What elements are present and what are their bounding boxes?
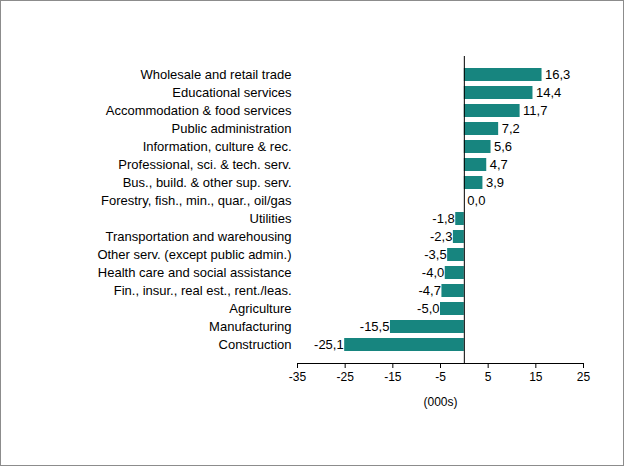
- svg-text:Fin., insur., real est., rent.: Fin., insur., real est., rent./leas.: [114, 283, 292, 298]
- svg-text:0,0: 0,0: [467, 193, 485, 208]
- svg-text:Forestry, fish., min., quar.,: Forestry, fish., min., quar., oil/gas: [101, 193, 292, 208]
- svg-text:15: 15: [529, 370, 543, 384]
- svg-text:14,4: 14,4: [536, 85, 561, 100]
- svg-text:11,7: 11,7: [523, 103, 547, 118]
- svg-text:16,3: 16,3: [545, 67, 570, 82]
- svg-text:-3,5: -3,5: [424, 247, 446, 262]
- svg-text:5,6: 5,6: [494, 139, 512, 154]
- svg-text:Other serv. (except public adm: Other serv. (except public admin.): [97, 247, 291, 262]
- svg-text:25: 25: [577, 370, 591, 384]
- svg-text:Health care and social assista: Health care and social assistance: [98, 265, 292, 280]
- svg-text:-35: -35: [289, 370, 307, 384]
- svg-text:Transportation and warehousing: Transportation and warehousing: [106, 229, 292, 244]
- svg-text:Construction: Construction: [219, 337, 292, 352]
- svg-text:-4,7: -4,7: [419, 283, 441, 298]
- svg-text:(000s): (000s): [423, 395, 457, 409]
- svg-text:-1,8: -1,8: [432, 211, 454, 226]
- svg-text:Wholesale and retail trade: Wholesale and retail trade: [140, 67, 291, 82]
- svg-text:-25: -25: [336, 370, 354, 384]
- svg-text:-5,0: -5,0: [417, 301, 439, 316]
- svg-text:7,2: 7,2: [502, 121, 520, 136]
- svg-text:Manufacturing: Manufacturing: [209, 319, 291, 334]
- svg-text:-15,5: -15,5: [360, 319, 390, 334]
- svg-text:-5: -5: [435, 370, 446, 384]
- svg-text:Professional, sci. & tech. ser: Professional, sci. & tech. serv.: [118, 157, 291, 172]
- svg-text:Educational services: Educational services: [172, 85, 292, 100]
- svg-text:Utilities: Utilities: [250, 211, 292, 226]
- svg-text:-25,1: -25,1: [314, 337, 344, 352]
- svg-text:Accommodation & food services: Accommodation & food services: [106, 103, 292, 118]
- svg-text:-15: -15: [384, 370, 402, 384]
- svg-text:Bus., build. & other sup. serv: Bus., build. & other sup. serv.: [123, 175, 292, 190]
- svg-text:4,7: 4,7: [490, 157, 508, 172]
- svg-text:-2,3: -2,3: [430, 229, 452, 244]
- svg-text:Information, culture & rec.: Information, culture & rec.: [143, 139, 292, 154]
- svg-text:Public administration: Public administration: [172, 121, 292, 136]
- svg-text:-4,0: -4,0: [422, 265, 444, 280]
- svg-text:Agriculture: Agriculture: [229, 301, 291, 316]
- svg-text:3,9: 3,9: [486, 175, 504, 190]
- svg-text:5: 5: [485, 370, 492, 384]
